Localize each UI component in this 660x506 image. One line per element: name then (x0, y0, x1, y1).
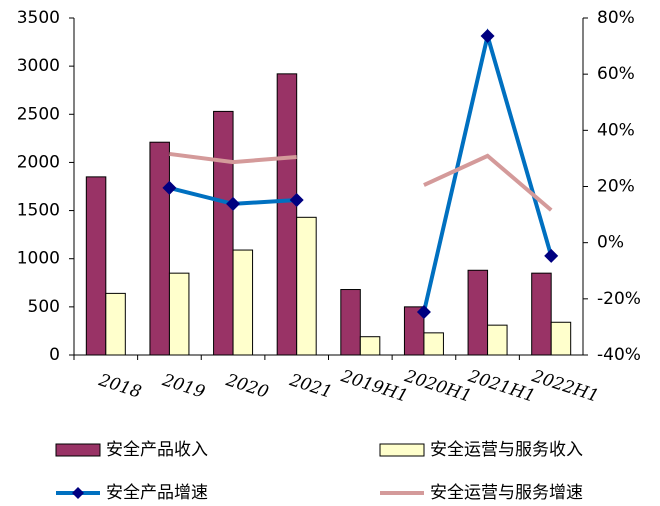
y2-tick-label: 80% (597, 8, 635, 28)
bar (276, 73, 298, 356)
marker (416, 305, 431, 320)
marker (544, 248, 559, 263)
legend-swatch (379, 443, 425, 457)
x-tick-label: 2021 (286, 370, 334, 403)
legend-label: 安全产品增速 (106, 483, 208, 503)
bar (423, 332, 444, 356)
bar (359, 336, 381, 356)
x-tick-label: 2018 (95, 370, 143, 403)
legend-swatch (55, 443, 101, 457)
x-tick-label: 2020H1 (401, 366, 474, 407)
y-tick-label: 0 (49, 345, 60, 365)
y2-tick-label: 60% (597, 64, 635, 84)
marker (162, 180, 177, 195)
marker (480, 28, 495, 43)
bar (105, 292, 126, 356)
bar (85, 176, 107, 356)
y2-tick-label: -40% (597, 345, 641, 365)
y-tick-label: 3500 (17, 8, 60, 28)
legend-label: 安全产品收入 (106, 440, 208, 460)
x-tick-label: 2019 (159, 370, 207, 403)
x-tick-label: 2022H1 (529, 366, 602, 407)
x-tick-label: 2020 (223, 370, 271, 403)
y-tick-label: 1000 (17, 249, 60, 269)
x-tick-label: 2021H1 (465, 366, 538, 407)
y2-tick-label: -20% (597, 289, 641, 309)
y-tick-label: 3000 (17, 56, 60, 76)
line (169, 151, 553, 212)
y-tick-label: 2000 (17, 152, 60, 172)
bar (467, 269, 489, 356)
y-tick-label: 2500 (17, 104, 60, 124)
legend-label: 安全运营与服务增速 (430, 483, 583, 503)
legend-marker (72, 487, 84, 499)
bar (403, 306, 425, 356)
bar (340, 289, 361, 356)
bar (149, 141, 170, 356)
bar (213, 110, 234, 356)
bar (296, 216, 317, 356)
y2-tick-label: 40% (597, 120, 635, 140)
bar (550, 321, 572, 356)
marker (226, 196, 241, 211)
marker (289, 192, 304, 207)
y-tick-label: 500 (28, 297, 60, 317)
y2-tick-label: 0% (597, 233, 624, 253)
bar (168, 272, 190, 356)
bar (487, 324, 508, 356)
bar (232, 249, 254, 356)
legend-label: 安全运营与服务收入 (430, 440, 583, 460)
y2-tick-label: 20% (597, 177, 635, 197)
bar (531, 272, 552, 356)
y-tick-label: 1500 (17, 201, 60, 221)
x-tick-label: 2019H1 (338, 366, 411, 407)
